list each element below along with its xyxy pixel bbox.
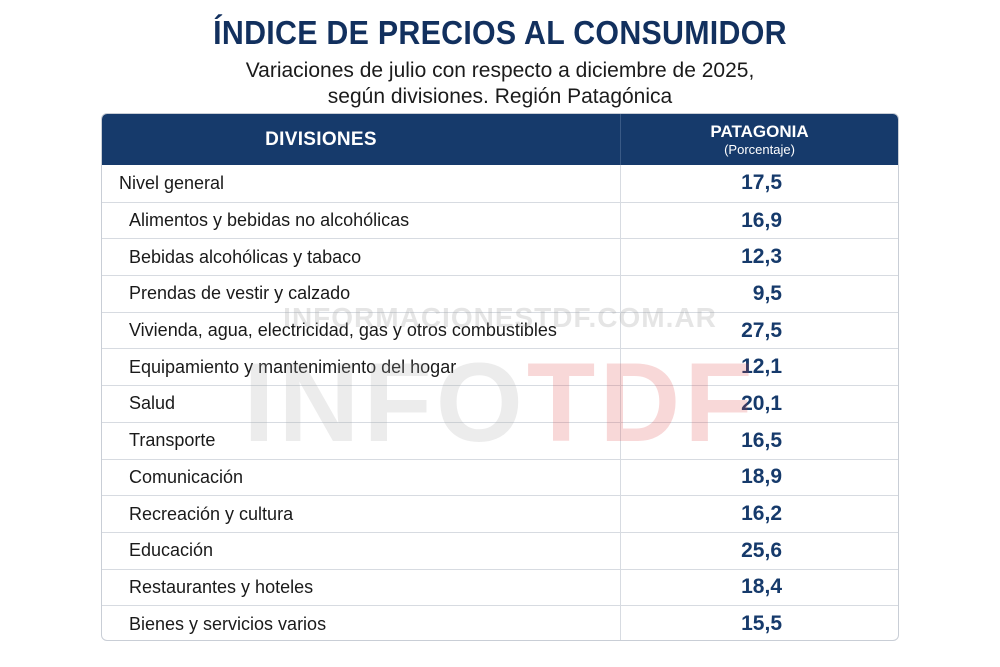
table-row: Nivel general 17,5 bbox=[102, 165, 898, 202]
division-value: 18,9 bbox=[741, 465, 782, 489]
division-label: Recreación y cultura bbox=[102, 496, 621, 532]
subtitle-line-2: según divisiones. Región Patagónica bbox=[327, 85, 673, 108]
division-value: 12,1 bbox=[741, 355, 782, 379]
division-label: Bienes y servicios varios bbox=[102, 606, 621, 640]
table-row: Recreación y cultura 16,2 bbox=[102, 495, 898, 532]
table-row: Alimentos y bebidas no alcohólicas 16,9 bbox=[102, 201, 898, 239]
data-table: DIVISIONES PATAGONIA (Porcentaje) Nivel … bbox=[101, 113, 899, 641]
value-column-header: PATAGONIA (Porcentaje) bbox=[621, 114, 898, 165]
table-row: Transporte 16,5 bbox=[102, 421, 898, 459]
division-value: 16,2 bbox=[741, 502, 782, 526]
table-row: Restaurantes y hoteles 18,4 bbox=[102, 568, 898, 606]
division-label: Bebidas alcohólicas y tabaco bbox=[102, 239, 621, 276]
division-label: Salud bbox=[102, 386, 621, 422]
value-header-label: PATAGONIA bbox=[710, 122, 809, 141]
division-value: 15,5 bbox=[741, 612, 782, 636]
division-label: Restaurantes y hoteles bbox=[102, 569, 621, 606]
division-label: Transporte bbox=[102, 422, 621, 459]
division-value: 17,5 bbox=[741, 171, 782, 195]
division-value: 27,5 bbox=[741, 318, 782, 342]
division-label: Equipamiento y mantenimiento del hogar bbox=[102, 349, 621, 386]
page-title: ÍNDICE DE PRECIOS AL CONSUMIDOR bbox=[213, 14, 787, 51]
division-value: 12,3 bbox=[741, 245, 782, 269]
division-value: 20,1 bbox=[741, 391, 782, 415]
division-label: Educación bbox=[102, 532, 621, 569]
subtitle-line-1: Variaciones de julio con respecto a dici… bbox=[245, 59, 755, 82]
value-header-unit: (Porcentaje) bbox=[724, 142, 795, 157]
division-value: 9,5 bbox=[752, 281, 782, 305]
table-header: DIVISIONES PATAGONIA (Porcentaje) bbox=[102, 114, 898, 165]
table-row: Vivienda, agua, electricidad, gas y otro… bbox=[102, 311, 898, 349]
division-label: Nivel general bbox=[102, 165, 621, 202]
division-value: 25,6 bbox=[741, 538, 782, 562]
division-label: Alimentos y bebidas no alcohólicas bbox=[102, 202, 621, 239]
table-row: Salud 20,1 bbox=[102, 385, 898, 422]
table-row: Educación 25,6 bbox=[102, 531, 898, 569]
division-value: 16,9 bbox=[741, 208, 782, 232]
table-row: Bienes y servicios varios 15,5 bbox=[102, 605, 898, 640]
table-body: Nivel general 17,5 Alimentos y bebidas no … bbox=[102, 165, 898, 640]
table-row: Comunicación 18,9 bbox=[102, 458, 898, 496]
table-row: Bebidas alcohólicas y tabaco 12,3 bbox=[102, 238, 898, 276]
division-label: Prendas de vestir y calzado bbox=[102, 276, 621, 312]
division-value: 18,4 bbox=[741, 575, 782, 599]
division-value: 16,5 bbox=[741, 428, 782, 452]
division-label: Vivienda, agua, electricidad, gas y otro… bbox=[102, 312, 621, 349]
table-row: Equipamiento y mantenimiento del hogar 12… bbox=[102, 348, 898, 386]
division-label: Comunicación bbox=[102, 459, 621, 496]
subtitle: Variaciones de julio con respecto a dici… bbox=[0, 58, 1000, 110]
table-row: Prendas de vestir y calzado 9,5 bbox=[102, 275, 898, 312]
divisions-column-header: DIVISIONES bbox=[102, 114, 621, 165]
